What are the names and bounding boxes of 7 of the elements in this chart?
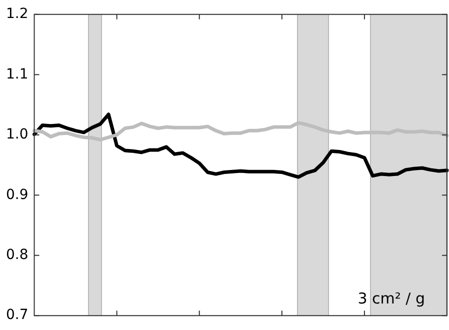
y-tick-label: 1.2 — [6, 6, 28, 22]
y-tick-label: 1.1 — [6, 66, 28, 82]
y-tick-label: 0.8 — [6, 247, 28, 263]
annotation: 3 cm² / g — [358, 290, 425, 308]
y-tick-label: 1.0 — [6, 126, 28, 143]
y-tick-label: 0.9 — [6, 186, 28, 203]
y-tick-label: 0.7 — [6, 307, 28, 324]
